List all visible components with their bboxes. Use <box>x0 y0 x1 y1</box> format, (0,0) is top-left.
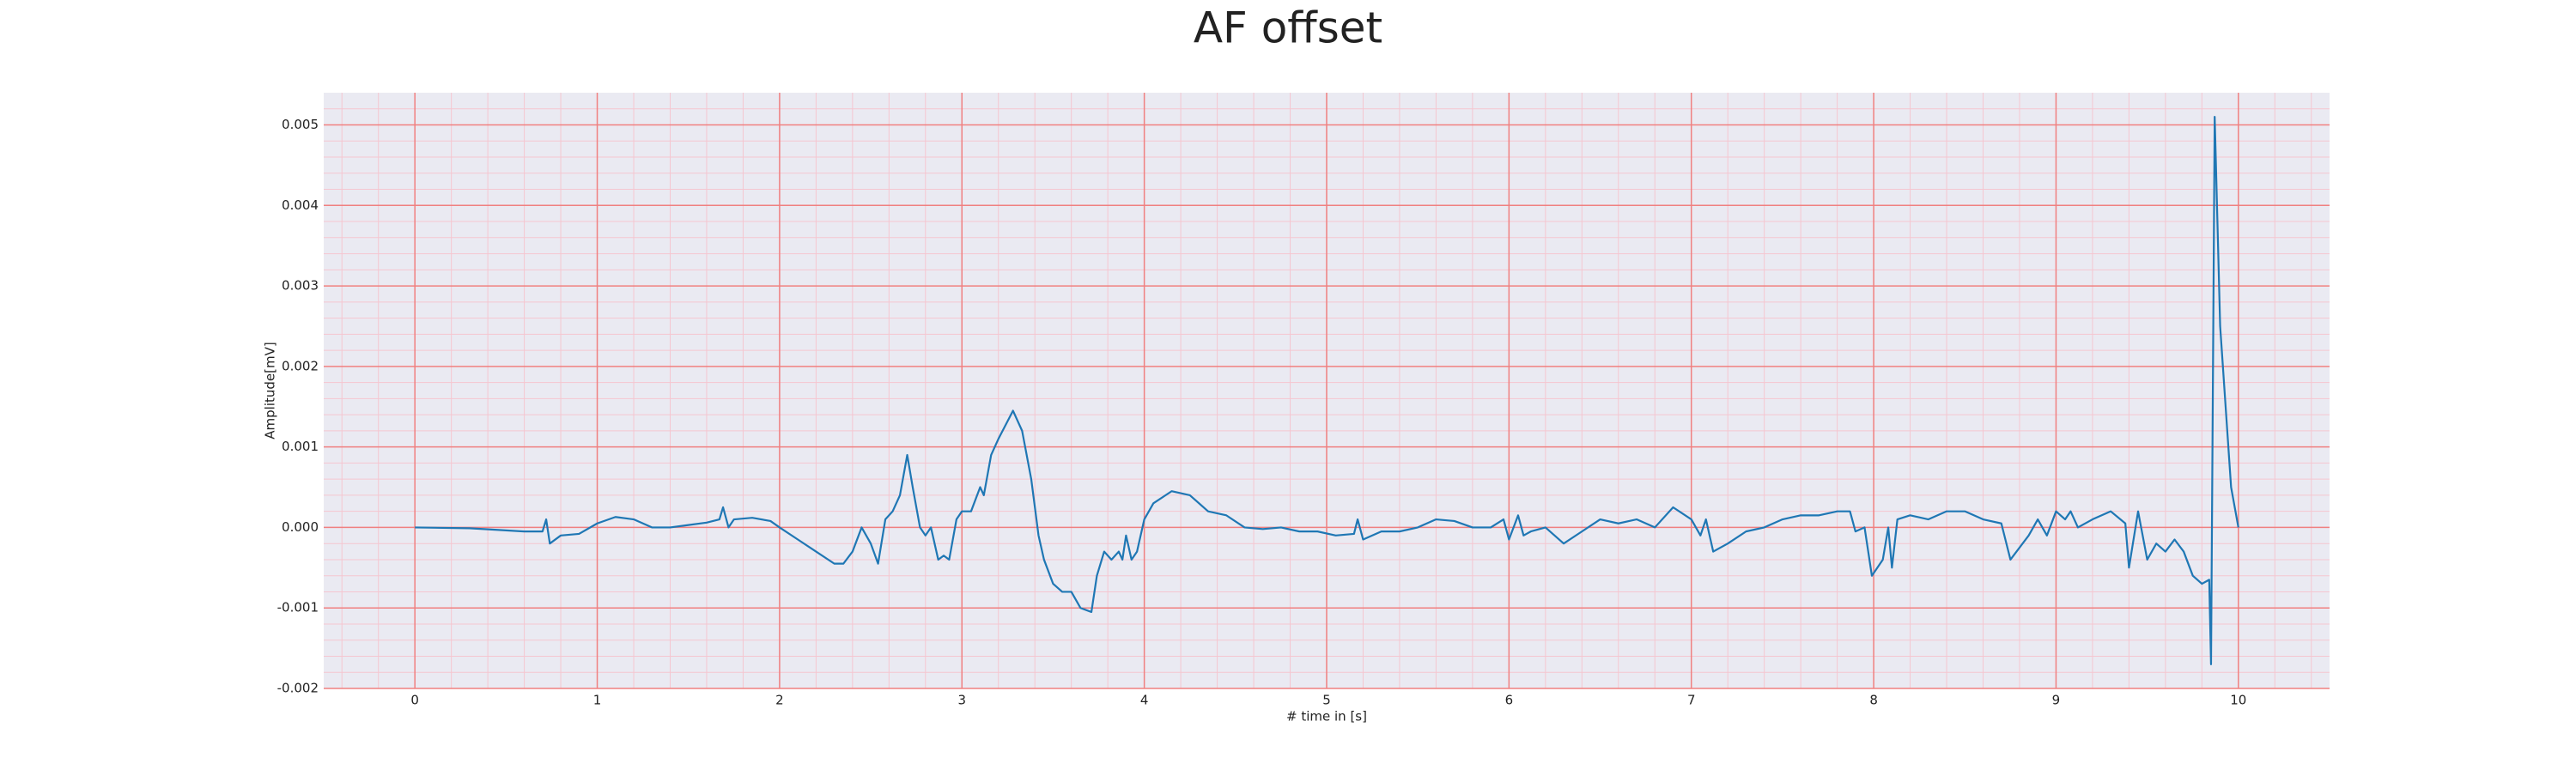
y-tick-label: 0.000 <box>282 519 319 535</box>
x-tick-label: 5 <box>1322 693 1331 708</box>
x-tick-label: 9 <box>2052 693 2061 708</box>
grid <box>324 93 2330 689</box>
x-axis-label: # time in [s] <box>1286 709 1367 724</box>
y-tick-label: 0.003 <box>282 278 319 294</box>
x-tick-label: 1 <box>593 693 602 708</box>
x-tick-label: 3 <box>957 693 966 708</box>
y-tick-label: 0.004 <box>282 197 319 213</box>
x-tick-label: 7 <box>1687 693 1696 708</box>
y-tick-label: 0.001 <box>282 439 319 454</box>
x-tick-label: 8 <box>1869 693 1878 708</box>
y-tick-label: 0.005 <box>282 117 319 132</box>
chart-title: AF offset <box>1194 3 1382 53</box>
y-tick-label: -0.002 <box>277 681 319 696</box>
marks <box>415 116 2239 665</box>
x-tick-label: 6 <box>1505 693 1514 708</box>
data-line <box>415 116 2239 665</box>
x-tick-label: 10 <box>2230 693 2246 708</box>
x-tick-label: 2 <box>775 693 784 708</box>
y-tick-label: 0.002 <box>282 358 319 373</box>
y-axis-label: Amplitude[mV] <box>263 342 278 439</box>
y-tick-label: -0.001 <box>277 600 319 615</box>
x-tick-label: 4 <box>1140 693 1149 708</box>
x-tick-label: 0 <box>410 693 419 708</box>
